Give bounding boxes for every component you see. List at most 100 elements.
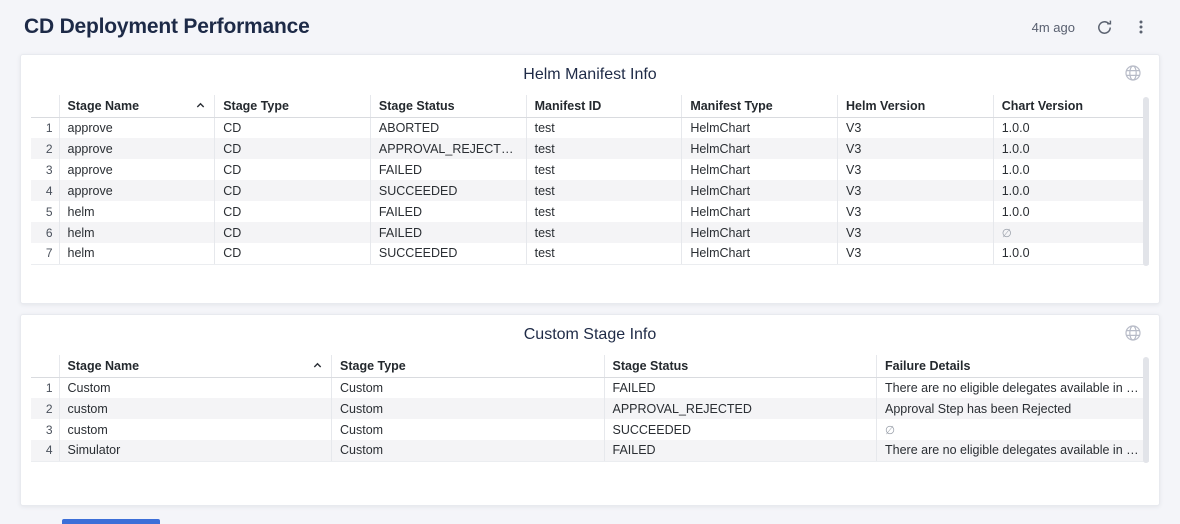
- table-cell: CD: [214, 243, 371, 265]
- column-label: Chart Version: [1001, 98, 1083, 113]
- table-row: 4 approve CD SUCCEEDED test HelmChart V3 1.0.0: [31, 180, 1149, 201]
- table-cell: CD: [214, 117, 371, 138]
- table-cell: V3: [837, 243, 994, 265]
- column-label: Stage Name: [67, 358, 140, 373]
- column-label: Stage Type: [223, 98, 289, 113]
- table-header-row: Stage Name Stage Type Stage Status Manifest…: [31, 95, 1149, 118]
- row-number: 3: [45, 162, 53, 177]
- table-cell: There are no eligible delegates availabl…: [876, 440, 1149, 462]
- column-header-stage-status[interactable]: Stage Status: [603, 355, 877, 378]
- table-cell: test: [525, 201, 682, 222]
- row-number: 7: [31, 243, 59, 265]
- table-cell: ABORTED: [369, 117, 527, 138]
- row-number: 5: [45, 204, 53, 219]
- kebab-menu-icon[interactable]: [1134, 19, 1148, 35]
- table-cell: Custom: [331, 419, 604, 440]
- column-label: Failure Details: [885, 358, 971, 373]
- row-number: 2: [31, 398, 59, 419]
- table-cell: FAILED: [369, 159, 527, 180]
- panel-custom-stage-info: Custom Stage Info Stage Name Stage Type St…: [20, 314, 1160, 506]
- column-header-stage-status[interactable]: Stage Status: [369, 95, 527, 118]
- column-header-stage-type[interactable]: Stage Type: [214, 95, 371, 118]
- table-cell: helm: [58, 222, 215, 243]
- row-number-header: [31, 95, 59, 118]
- table-cell: V3: [837, 222, 994, 243]
- globe-icon[interactable]: [1124, 64, 1142, 82]
- column-header-helm-version[interactable]: Helm Version: [837, 95, 994, 118]
- column-label: Stage Status: [612, 358, 689, 373]
- table-row: 7 helm CD SUCCEEDED test HelmChart V3 1.0.0: [31, 243, 1149, 265]
- table-cell: custom: [58, 419, 332, 440]
- table-cell: approve: [58, 180, 215, 201]
- table-row: 4 Simulator Custom FAILED There are no eligi…: [31, 440, 1149, 462]
- column-label: Manifest Type: [690, 98, 773, 113]
- column-header-stage-name[interactable]: Stage Name: [58, 355, 332, 378]
- page-title: CD Deployment Performance: [24, 15, 310, 38]
- table-cell: 1.0.0: [992, 201, 1149, 222]
- column-label: Helm Version: [846, 98, 926, 113]
- table-cell: 1.0.0: [992, 138, 1149, 159]
- table-cell: 1.0.0: [992, 159, 1149, 180]
- table-cell: helm: [58, 243, 215, 265]
- refresh-icon[interactable]: [1096, 19, 1113, 36]
- table-cell: Approval Step has been Rejected: [876, 398, 1149, 419]
- chevron-up-icon: [312, 360, 323, 371]
- table-cell: CD: [214, 180, 371, 201]
- table-cell: SUCCEEDED: [369, 243, 527, 265]
- table-row: 2 approve CD APPROVAL_REJECTED test HelmChart…: [31, 138, 1149, 159]
- column-header-chart-version[interactable]: Chart Version: [992, 95, 1149, 118]
- table-cell: test: [525, 138, 682, 159]
- table-cell: Custom: [331, 398, 604, 419]
- column-label: Stage Type: [340, 358, 406, 373]
- table-cell: V3: [837, 201, 994, 222]
- row-number: 4: [31, 180, 59, 201]
- table-cell: SUCCEEDED: [369, 180, 527, 201]
- table-cell: HelmChart: [681, 201, 838, 222]
- dashboard-body: Helm Manifest Info Stage Name Stage Type S…: [0, 54, 1180, 506]
- bottom-cropped-element: [62, 519, 160, 524]
- table-cell: approve: [58, 159, 215, 180]
- panel-title: Helm Manifest Info: [523, 66, 657, 83]
- header-actions: 4m ago: [1032, 19, 1148, 36]
- row-number: 6: [31, 222, 59, 243]
- table-cell: CD: [214, 222, 371, 243]
- chevron-up-icon: [195, 100, 206, 111]
- table-row: 1 approve CD ABORTED test HelmChart V3 1.0.0: [31, 117, 1149, 138]
- column-header-stage-type[interactable]: Stage Type: [331, 355, 604, 378]
- table-cell: HelmChart: [681, 243, 838, 265]
- table-cell: HelmChart: [681, 180, 838, 201]
- table-cell: test: [525, 180, 682, 201]
- column-label: Stage Status: [378, 98, 455, 113]
- column-header-stage-name[interactable]: Stage Name: [58, 95, 215, 118]
- table-scrollbar[interactable]: [1143, 97, 1149, 266]
- table-cell: ∅: [876, 419, 1149, 440]
- table-cell: custom: [58, 398, 332, 419]
- column-header-failure-details[interactable]: Failure Details: [876, 355, 1149, 378]
- table-cell: 1.0.0: [992, 180, 1149, 201]
- table-cell: FAILED: [603, 377, 877, 398]
- table-row: 6 helm CD FAILED test HelmChart V3 ∅: [31, 222, 1149, 243]
- last-refreshed-label: 4m ago: [1031, 19, 1075, 35]
- table-cell: 1.0.0: [992, 243, 1149, 265]
- table-cell: HelmChart: [681, 117, 838, 138]
- column-label: Manifest ID: [534, 98, 602, 113]
- table-row: 3 approve CD FAILED test HelmChart V3 1.0.0: [31, 159, 1149, 180]
- row-number: 1: [45, 120, 53, 135]
- globe-icon[interactable]: [1124, 324, 1142, 342]
- row-number: 4: [31, 440, 59, 462]
- table-cell: approve: [58, 138, 215, 159]
- table-cell: 1.0.0: [992, 117, 1149, 138]
- table-cell: V3: [837, 159, 994, 180]
- table-cell: CD: [214, 159, 371, 180]
- table-scrollbar[interactable]: [1143, 357, 1149, 463]
- row-number-header: [31, 355, 59, 378]
- column-header-manifest-id[interactable]: Manifest ID: [525, 95, 682, 118]
- table-cell: HelmChart: [681, 138, 838, 159]
- table-cell: V3: [837, 138, 994, 159]
- column-header-manifest-type[interactable]: Manifest Type: [681, 95, 838, 118]
- table-cell: CD: [214, 138, 371, 159]
- table-cell: test: [525, 117, 682, 138]
- row-number: 3: [45, 422, 53, 437]
- table-cell: Simulator: [58, 440, 332, 462]
- table-cell: There are no eligible delegates availabl…: [876, 377, 1149, 398]
